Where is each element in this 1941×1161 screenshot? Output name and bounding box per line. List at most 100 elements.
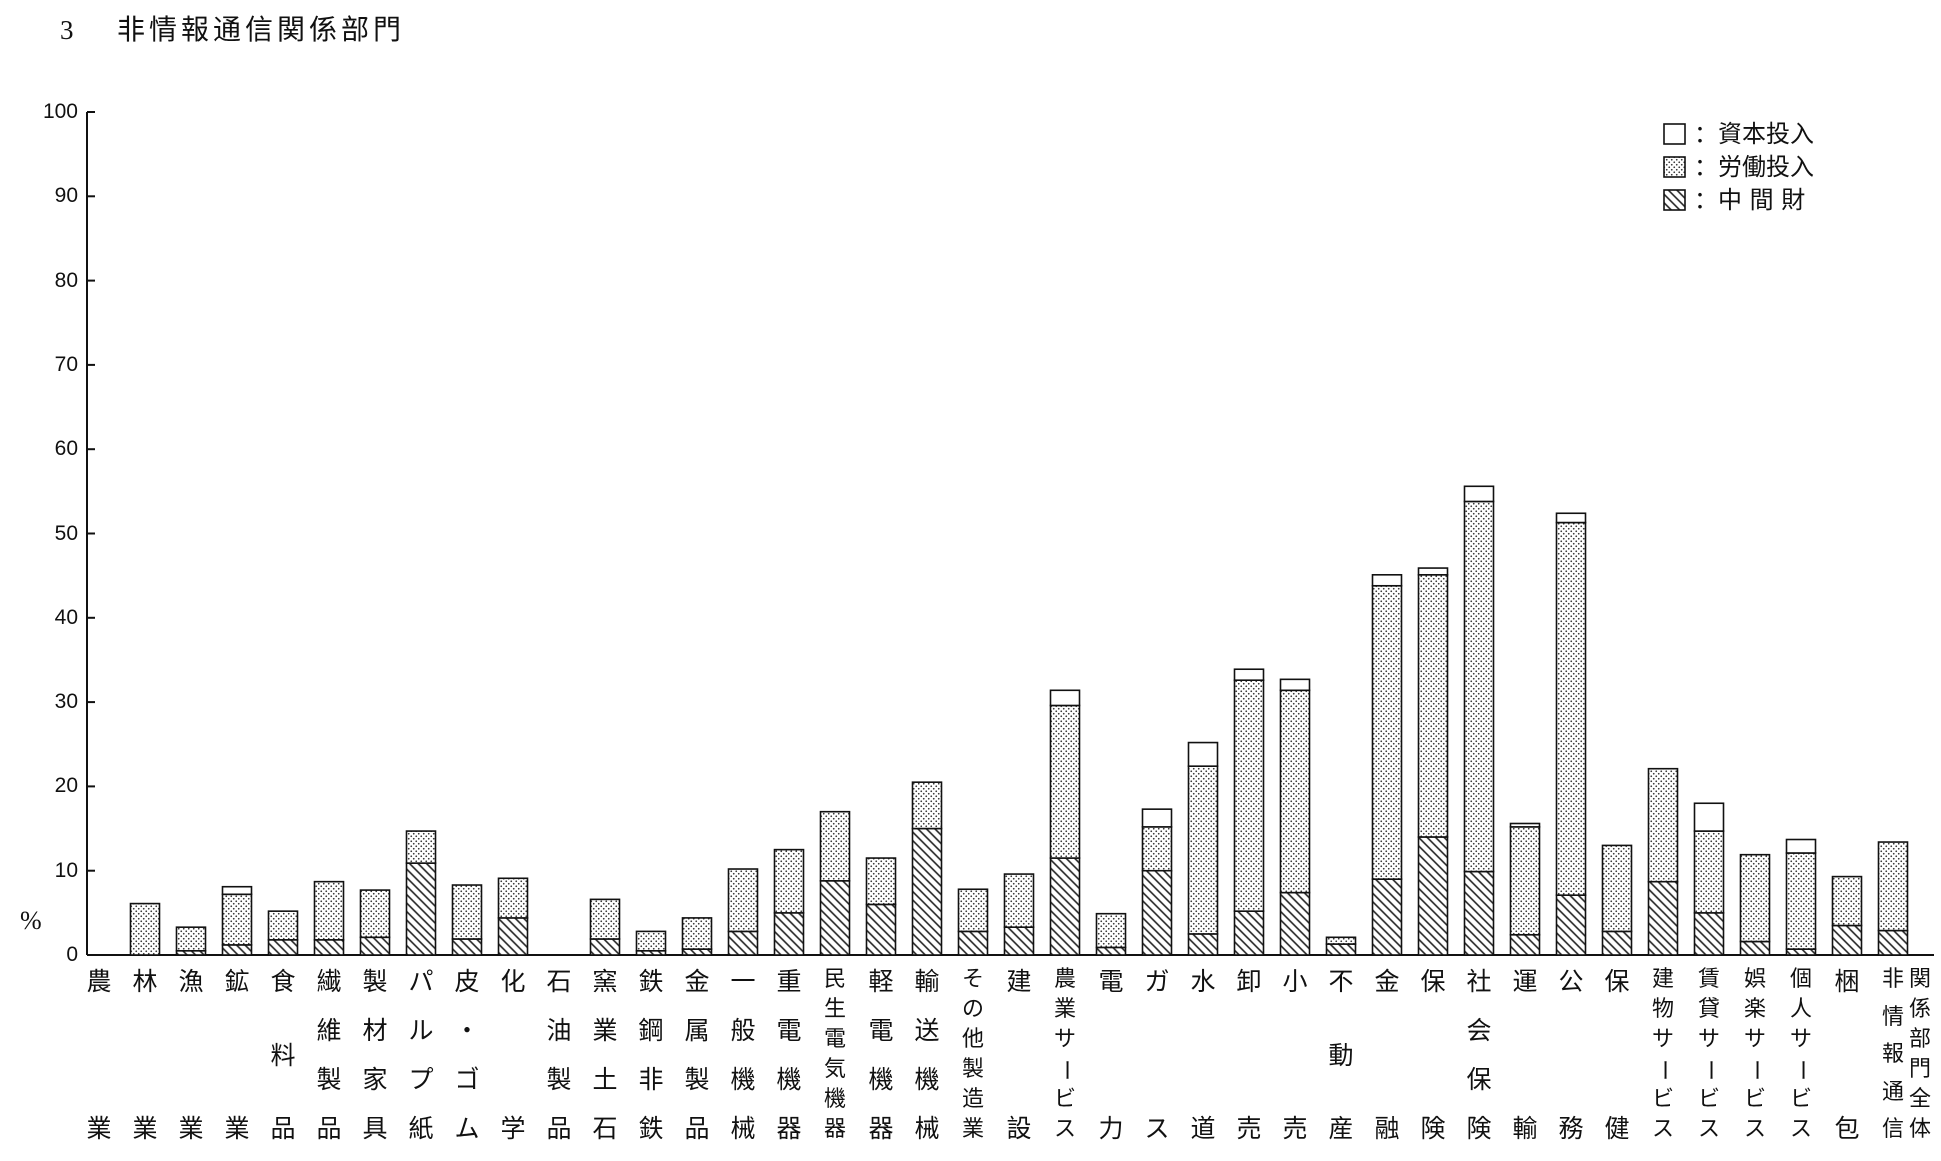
- y-axis-label: %: [20, 906, 42, 935]
- bar-segment-capital: [1417, 567, 1449, 576]
- legend-separator: ：: [1694, 120, 1718, 148]
- category-label-char: 土: [592, 1065, 618, 1094]
- category-label-char: 保: [1420, 967, 1446, 996]
- bar-stack: [681, 917, 713, 956]
- category-label-char: 機: [868, 1065, 894, 1094]
- bar-segment-labor: [865, 857, 897, 906]
- legend: ： 資本投入 ： 労働投入 ： 中 間 財: [1663, 121, 1814, 220]
- bar-stack: [911, 781, 943, 956]
- category-label-char: ビ: [1744, 1087, 1767, 1112]
- y-tick-label: 0: [66, 943, 78, 966]
- bar-stack: [1049, 689, 1081, 956]
- category-label-char: 建: [1006, 967, 1032, 996]
- bar-segment-labor: [1555, 521, 1587, 896]
- bar-segment-labor: [1693, 830, 1725, 914]
- category-label-char: 産: [1328, 1114, 1354, 1143]
- category-label-char: ビ: [1790, 1087, 1813, 1112]
- category-label-char: 健: [1604, 1114, 1630, 1143]
- legend-item-capital: ： 資本投入: [1663, 121, 1814, 147]
- bar-segment-labor: [727, 868, 759, 933]
- bar-stack: [1555, 512, 1587, 956]
- category-label-char: 造: [962, 1087, 985, 1112]
- bar-segment-labor: [819, 810, 851, 882]
- category-label-char: 製: [546, 1065, 572, 1094]
- bar-segment-intermediate: [1049, 857, 1081, 956]
- bar-stack: [1279, 678, 1311, 956]
- category-label-char: 機: [824, 1087, 847, 1112]
- category-label-char: 石: [546, 967, 572, 996]
- legend-item-intermediate: ： 中 間 財: [1663, 187, 1814, 213]
- category-label-char: ビ: [1652, 1087, 1675, 1112]
- category-label-char: サ: [1744, 1027, 1767, 1052]
- category-label-char: ガ: [1144, 967, 1170, 996]
- bar-stack: [221, 885, 253, 956]
- category-label-char: ス: [1144, 1114, 1170, 1143]
- category-label-char: 通: [1882, 1079, 1905, 1105]
- category-label-char: 料: [270, 1040, 296, 1070]
- bar-segment-labor: [957, 888, 989, 933]
- bar-segment-labor: [221, 893, 253, 946]
- bars: [129, 485, 1909, 956]
- category-label-char: 鉱: [224, 967, 250, 996]
- y-tick-label: 70: [54, 352, 78, 376]
- bar-segment-labor: [359, 889, 391, 939]
- category-label-char: 器: [868, 1114, 894, 1143]
- bar-stack: [635, 930, 667, 956]
- category-label-char: 係: [1909, 997, 1932, 1022]
- category-label-char: プ: [408, 1065, 434, 1094]
- category-label-char: 鋼: [638, 1016, 664, 1045]
- category-label-char: 製: [962, 1057, 985, 1082]
- legend-separator: ：: [1694, 153, 1718, 181]
- category-label-char: 業: [132, 1114, 158, 1143]
- bar-segment-capital: [1463, 485, 1495, 503]
- category-label-char: 林: [132, 967, 158, 996]
- bar-stack: [957, 888, 989, 956]
- bar-stack: [1877, 841, 1909, 956]
- category-label-char: 不: [1328, 967, 1354, 996]
- category-label-char: 製: [362, 967, 388, 996]
- category-label-char: 食: [270, 967, 296, 996]
- legend-swatch-capital: [1663, 123, 1686, 145]
- category-label-char: パ: [408, 967, 434, 996]
- category-label-char: 電: [824, 1027, 847, 1052]
- category-label-char: 体: [1909, 1117, 1932, 1142]
- bar-segment-intermediate: [1279, 891, 1311, 956]
- category-label-char: 賃: [1698, 967, 1721, 992]
- category-label-char: 民: [824, 967, 847, 992]
- category-label-char: 器: [776, 1114, 802, 1143]
- legend-label-labor: 労働投入: [1718, 153, 1814, 181]
- bar-segment-labor: [1371, 584, 1403, 880]
- bar-stack: [1003, 873, 1035, 956]
- category-label-char: サ: [1790, 1027, 1813, 1052]
- category-label-char: ム: [454, 1114, 480, 1143]
- bar-segment-labor: [773, 848, 805, 914]
- legend-label-capital: 資本投入: [1718, 120, 1814, 148]
- bar-segment-capital: [1555, 512, 1587, 524]
- category-label-char: の: [962, 997, 985, 1022]
- bar-segment-capital: [1785, 838, 1817, 854]
- bar-stack: [1739, 853, 1771, 956]
- bar-segment-capital: [1233, 668, 1265, 681]
- legend-item-labor: ： 労働投入: [1663, 154, 1814, 180]
- bar-stack: [1693, 802, 1725, 956]
- category-label-char: ス: [1054, 1117, 1077, 1142]
- category-label-char: 輸: [1512, 1114, 1538, 1143]
- y-tick-label: 30: [54, 690, 78, 714]
- category-label-char: 包: [1834, 1114, 1860, 1143]
- category-label-char: 鉄: [638, 1114, 664, 1143]
- bar-segment-labor: [589, 898, 621, 940]
- category-label-char: 保: [1466, 1065, 1492, 1094]
- bar-stack: [1233, 668, 1265, 956]
- bar-segment-labor: [635, 930, 667, 952]
- bar-stack: [1601, 844, 1633, 956]
- category-label-char: 務: [1558, 1114, 1584, 1143]
- category-label-char: 業: [224, 1114, 250, 1143]
- bar-segment-capital: [1187, 741, 1219, 767]
- category-label-char: 動: [1328, 1040, 1354, 1070]
- bar-segment-labor: [405, 830, 437, 864]
- category-label-char: 学: [500, 1114, 526, 1143]
- category-label-char: 重: [776, 967, 802, 996]
- category-label-char: 製: [316, 1065, 342, 1094]
- bar-segment-labor: [1417, 574, 1449, 838]
